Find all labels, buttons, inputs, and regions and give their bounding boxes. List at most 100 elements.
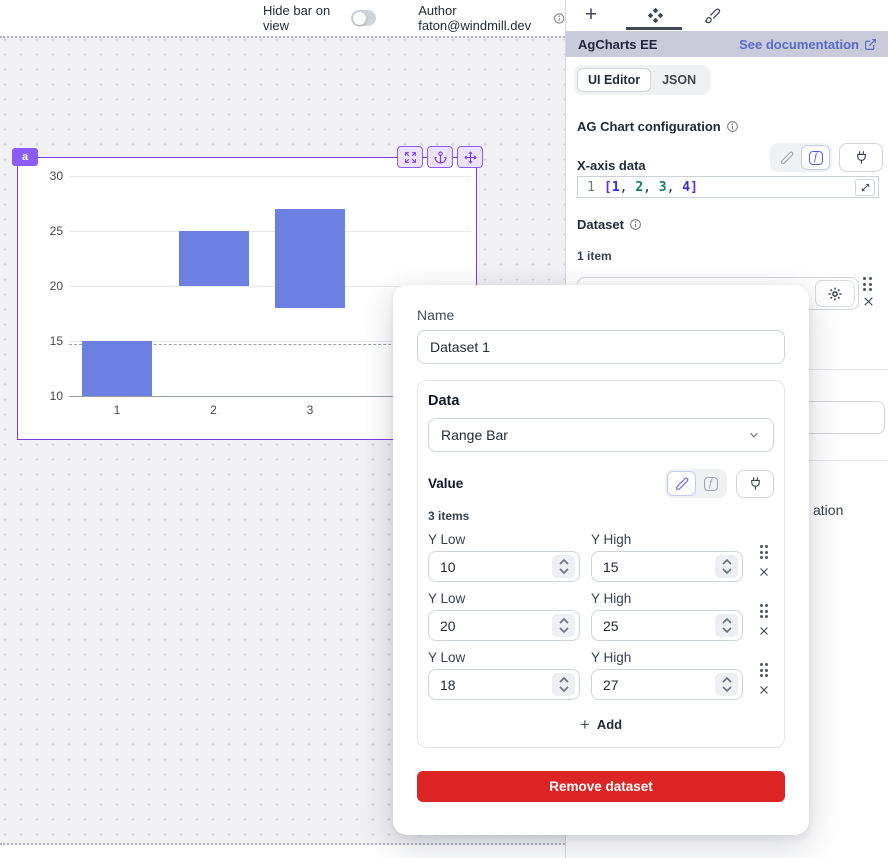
number-stepper[interactable] <box>552 555 575 578</box>
code-line: [1, 2, 3, 4] <box>604 179 698 195</box>
value-row: Y Low Y High 10 15 <box>428 532 774 582</box>
range-bar <box>178 231 249 286</box>
number-stepper[interactable] <box>715 614 738 637</box>
expand-icon <box>404 151 416 163</box>
dataset-drag-handle[interactable] <box>863 277 872 291</box>
toggle-knob <box>353 11 367 25</box>
row-remove-icon[interactable] <box>758 684 770 696</box>
row-remove-icon[interactable] <box>758 566 770 578</box>
y-gridline <box>69 396 471 397</box>
chart-type-select[interactable]: Range Bar <box>428 418 774 452</box>
y-high-input[interactable]: 27 <box>591 669 743 700</box>
xaxis-input-mode-group: f <box>770 143 832 172</box>
view-mode-tabs: UI Editor JSON <box>574 65 711 95</box>
value-row: Y Low Y High 18 27 <box>428 650 774 700</box>
dataset-modal: Name Dataset 1 Data Range Bar Value f <box>393 285 809 835</box>
y-low-input[interactable]: 20 <box>428 610 580 641</box>
tab-styling[interactable] <box>699 2 725 28</box>
plus-icon: + <box>579 715 590 734</box>
function-icon: f <box>808 150 823 165</box>
range-bar <box>275 209 345 308</box>
pencil-icon <box>780 151 793 164</box>
tab-add-component[interactable]: + <box>584 3 598 26</box>
components-icon <box>647 7 663 23</box>
y-axis-tick-label: 25 <box>49 224 63 238</box>
add-label: Add <box>596 717 623 732</box>
y-gridline <box>69 341 471 342</box>
static-edit-button[interactable] <box>667 471 696 496</box>
number-stepper[interactable] <box>715 555 738 578</box>
author-text: Author faton@windmill.dev <box>418 3 565 33</box>
gear-icon <box>828 287 842 300</box>
value-input-mode-group: f <box>665 469 727 498</box>
number-stepper[interactable] <box>715 673 738 696</box>
expand-component-button[interactable] <box>397 146 423 168</box>
y-axis-tick-label: 15 <box>49 334 63 348</box>
xaxis-code-editor[interactable]: 1 [1, 2, 3, 4] <box>577 176 879 198</box>
dataset-remove-icon[interactable] <box>862 295 875 308</box>
tab-ui-editor[interactable]: UI Editor <box>577 68 652 92</box>
hide-bar-label: Hide bar on view <box>263 3 331 33</box>
y-high-input[interactable]: 25 <box>591 610 743 641</box>
editor-expand-button[interactable] <box>855 179 875 196</box>
panel-header: AgCharts EE See documentation <box>566 31 888 57</box>
y-high-label: Y High <box>591 650 632 665</box>
info-icon[interactable] <box>726 120 739 133</box>
anchor-component-button[interactable] <box>427 146 453 168</box>
y-high-label: Y High <box>591 532 632 547</box>
y-high-input[interactable]: 15 <box>591 551 743 582</box>
line-number: 1 <box>587 179 595 195</box>
hide-bar-toggle[interactable] <box>351 10 377 26</box>
tab-component-settings[interactable] <box>642 2 668 28</box>
value-items-count: 3 items <box>428 509 470 523</box>
active-tab-underline <box>626 27 682 30</box>
connect-input-button[interactable] <box>736 469 774 498</box>
author-label: Author faton@windmill.dev <box>418 3 532 33</box>
x-axis-tick-label: 1 <box>113 403 121 417</box>
dataset-settings-button[interactable] <box>815 280 855 307</box>
y-axis-tick-label: 30 <box>49 169 63 183</box>
row-remove-icon[interactable] <box>758 625 770 637</box>
add-value-button[interactable]: + Add <box>428 716 774 733</box>
see-documentation-link[interactable]: See documentation <box>739 37 877 52</box>
chart-type-value: Range Bar <box>441 427 508 443</box>
brush-icon <box>703 8 720 23</box>
y-gridline <box>69 286 471 287</box>
expression-edit-button[interactable]: f <box>696 471 725 496</box>
close-icon <box>760 627 768 635</box>
info-icon[interactable] <box>553 11 565 26</box>
close-icon <box>760 568 768 576</box>
row-drag-handle[interactable] <box>759 545 769 559</box>
dataset-count: 1 item <box>577 249 612 263</box>
clipped-text: ation <box>813 502 844 518</box>
row-drag-handle[interactable] <box>759 604 769 618</box>
y-low-input[interactable]: 10 <box>428 551 580 582</box>
number-stepper[interactable] <box>552 614 575 637</box>
move-component-button[interactable] <box>457 146 483 168</box>
static-edit-button[interactable] <box>772 145 801 170</box>
y-high-label: Y High <box>591 591 632 606</box>
data-title: Data <box>428 393 460 409</box>
expression-edit-button[interactable]: f <box>801 145 830 170</box>
chevron-down-icon <box>750 432 758 438</box>
external-link-icon <box>865 38 876 50</box>
dataset-section-title: Dataset <box>577 217 642 232</box>
diagonal-expand-icon <box>861 183 869 192</box>
component-id-badge: a <box>12 148 38 166</box>
y-gridline <box>69 231 471 232</box>
y-low-label: Y Low <box>428 650 466 665</box>
connect-input-button[interactable] <box>839 143 883 172</box>
data-section: Data Range Bar Value f <box>417 380 785 748</box>
number-stepper[interactable] <box>552 673 575 696</box>
config-section-title: AG Chart configuration <box>577 119 739 134</box>
y-low-input[interactable]: 18 <box>428 669 580 700</box>
info-icon[interactable] <box>629 218 642 231</box>
tab-json[interactable]: JSON <box>662 73 697 87</box>
xaxis-label: X-axis data <box>577 158 646 173</box>
name-label: Name <box>417 307 455 323</box>
y-low-label: Y Low <box>428 532 466 547</box>
dataset-name-input[interactable]: Dataset 1 <box>417 330 785 364</box>
row-drag-handle[interactable] <box>759 663 769 677</box>
remove-dataset-button[interactable]: Remove dataset <box>417 771 785 802</box>
